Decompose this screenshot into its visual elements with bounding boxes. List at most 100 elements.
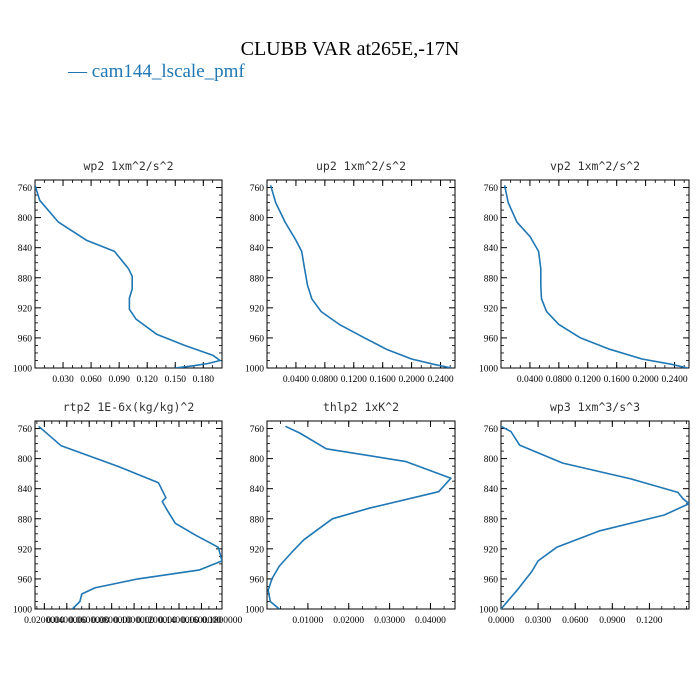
x-tick-label: 0.150 <box>165 375 187 385</box>
x-tick-label: 0.0600000 <box>69 616 110 626</box>
panel-2: up2 1xm^2/s^2 760 800 840 880 920 960 1000 0.040… <box>245 159 456 385</box>
x-tick-label: 0.0000 <box>488 616 514 626</box>
x-tick-label: 0.120 <box>137 375 159 385</box>
y-tick-label: 800 <box>18 214 33 224</box>
y-tick-label: 760 <box>18 425 33 435</box>
x-tick-label: 0.1200000 <box>136 616 177 626</box>
x-tick-label: 0.1200 <box>575 375 601 385</box>
x-tick-label: 0.04000 <box>415 616 446 626</box>
x-tick-label: 0.1400000 <box>159 616 200 626</box>
y-tick-label: 800 <box>250 455 265 465</box>
y-tick-label: 840 <box>18 485 33 495</box>
y-tick-label: 880 <box>18 274 33 284</box>
plot-frame <box>500 420 690 610</box>
y-tick-label: 960 <box>250 575 265 585</box>
plot-frame <box>266 179 456 369</box>
x-tick-label: 0.0300 <box>525 616 551 626</box>
y-tick-label: 920 <box>18 304 33 314</box>
y-tick-label: 760 <box>18 184 33 194</box>
panel-6: wp3 1xm^3/s^3 760 800 840 880 920 960 10000.000… <box>479 400 690 626</box>
y-tick-label: 920 <box>250 545 265 555</box>
y-tick-label: 880 <box>484 515 499 525</box>
series-line <box>38 425 222 609</box>
plot-frame <box>500 179 690 369</box>
y-tick-label: 880 <box>18 515 33 525</box>
y-tick-label: 960 <box>250 334 265 344</box>
legend-entry: — cam144_lscale_pmf <box>67 61 245 82</box>
y-tick-label: 1000 <box>479 606 498 616</box>
panel-title: thlp2 1xK^2 <box>323 400 399 414</box>
x-tick-label: 0.0200000 <box>24 616 65 626</box>
y-tick-label: 760 <box>484 425 499 435</box>
panel-title: wp2 1xm^2/s^2 <box>83 159 173 173</box>
x-tick-label: 0.0400 <box>283 375 309 385</box>
y-tick-label: 920 <box>18 545 33 555</box>
x-tick-label: 0.1600000 <box>181 616 222 626</box>
x-tick-label: 0.1000000 <box>114 616 155 626</box>
y-tick-label: 880 <box>484 274 499 284</box>
panels: wp2 1xm^2/s^2 760 800 840 880 920 960 1000 0.030… <box>13 159 690 626</box>
series-line <box>503 185 688 368</box>
y-tick-label: 760 <box>484 184 499 194</box>
figure-title: CLUBB VAR at265E,-17N <box>241 38 460 60</box>
plot-frame <box>266 420 456 610</box>
y-tick-label: 760 <box>250 425 265 435</box>
x-tick-label: 0.0400 <box>517 375 543 385</box>
y-tick-label: 880 <box>250 274 265 284</box>
y-tick-label: 840 <box>250 244 265 254</box>
x-tick-label: 0.1200 <box>341 375 367 385</box>
panel-5: thlp2 1xK^2 760 800 840 880 920 960 1000 0.01000… <box>245 400 456 626</box>
x-tick-label: 0.0900 <box>599 616 625 626</box>
y-tick-label: 840 <box>250 485 265 495</box>
y-tick-label: 800 <box>18 455 33 465</box>
y-tick-label: 960 <box>18 575 33 585</box>
x-tick-label: 0.03000 <box>374 616 405 626</box>
y-tick-label: 960 <box>484 334 499 344</box>
y-tick-label: 840 <box>484 244 499 254</box>
y-tick-label: 840 <box>484 485 499 495</box>
x-tick-label: 0.180 <box>193 375 215 385</box>
x-tick-label: 0.2000 <box>633 375 659 385</box>
x-tick-label: 0.0800 <box>546 375 572 385</box>
y-tick-label: 1000 <box>479 365 498 375</box>
x-tick-label: 0.060 <box>80 375 102 385</box>
x-tick-label: 0.01000 <box>292 616 323 626</box>
x-tick-label: 0.02000 <box>333 616 364 626</box>
panel-title: vp2 1xm^2/s^2 <box>550 159 640 173</box>
x-tick-label: 0.0800000 <box>91 616 132 626</box>
x-tick-label: 0.1200 <box>636 616 662 626</box>
x-tick-label: 0.2400 <box>427 375 453 385</box>
y-tick-label: 800 <box>250 214 265 224</box>
series-line <box>269 185 452 368</box>
series-line <box>35 185 221 368</box>
y-tick-label: 1000 <box>245 606 264 616</box>
x-tick-label: 0.090 <box>108 375 130 385</box>
series-line <box>267 425 452 609</box>
series-line <box>501 425 689 609</box>
x-tick-label: 0.2400 <box>661 375 687 385</box>
panel-title: rtp2 1E-6x(kg/kg)^2 <box>63 400 195 414</box>
y-tick-label: 760 <box>250 184 265 194</box>
y-tick-label: 960 <box>484 575 499 585</box>
x-tick-label: 0.030 <box>52 375 74 385</box>
plot-frame <box>34 179 223 369</box>
y-tick-label: 920 <box>250 304 265 314</box>
x-tick-label: 0.2000 <box>399 375 425 385</box>
plot-frame <box>34 420 223 610</box>
y-tick-label: 800 <box>484 455 499 465</box>
y-tick-label: 1000 <box>13 365 32 375</box>
panel-4: rtp2 1E-6x(kg/kg)^2 760 800 840 880 920 960 100… <box>13 400 242 626</box>
y-tick-label: 920 <box>484 304 499 314</box>
y-tick-label: 880 <box>250 515 265 525</box>
y-tick-label: 960 <box>18 334 33 344</box>
y-tick-label: 800 <box>484 214 499 224</box>
x-tick-label: 0.1600 <box>370 375 396 385</box>
x-tick-label: 0.0800 <box>312 375 338 385</box>
x-tick-label: 0.1600 <box>604 375 630 385</box>
panel-1: wp2 1xm^2/s^2 760 800 840 880 920 960 1000 0.030… <box>13 159 223 385</box>
panel-3: vp2 1xm^2/s^2 760 800 840 880 920 960 1000 0.040… <box>479 159 690 385</box>
y-tick-label: 920 <box>484 545 499 555</box>
panel-title: wp3 1xm^3/s^3 <box>550 400 640 414</box>
x-tick-label: 0.0400000 <box>47 616 88 626</box>
